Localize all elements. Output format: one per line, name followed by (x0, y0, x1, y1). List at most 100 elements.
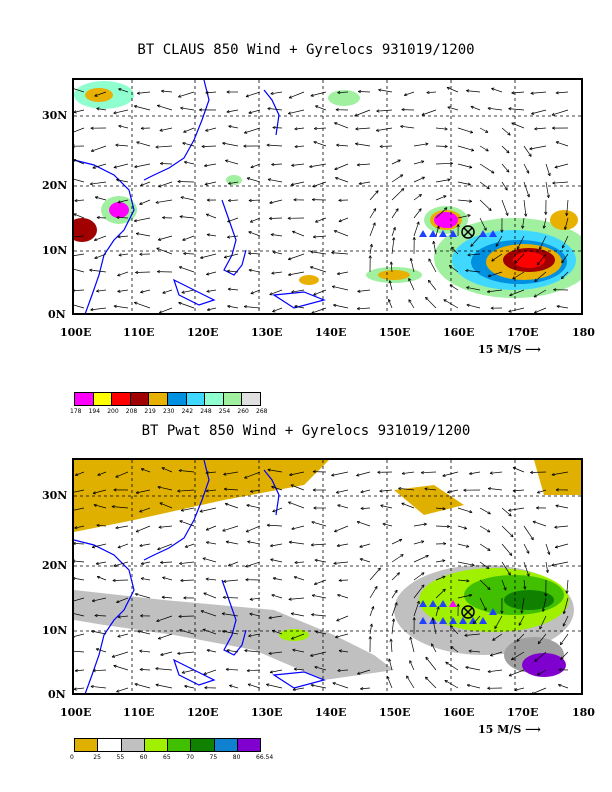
wind-vector (223, 471, 239, 475)
panel1-wind-vectors (74, 86, 569, 313)
wind-vector-head (204, 182, 208, 186)
legend-tick-label: 254 (218, 408, 231, 415)
wind-vector (479, 145, 489, 152)
wind-vector-head (537, 672, 541, 676)
wind-vector-head (313, 141, 317, 145)
wind-vector (566, 199, 569, 216)
wind-vector (311, 307, 327, 313)
wind-vector (336, 489, 349, 494)
wind-vector (92, 163, 107, 169)
wind-vector-head (426, 90, 430, 95)
wind-vector-head (424, 487, 428, 491)
wind-vector-head (246, 504, 250, 508)
wind-vector-head (418, 208, 422, 212)
wind-vector (177, 651, 195, 654)
wind-vector-head (359, 544, 363, 548)
wind-vector (225, 541, 239, 545)
wind-vector (245, 525, 261, 533)
wind-vector-head (369, 243, 373, 248)
wind-vector (162, 289, 173, 294)
wind-vector (117, 289, 129, 292)
wind-vector (435, 588, 446, 599)
wind-vector-head (391, 618, 396, 622)
wind-vector-head (537, 640, 541, 645)
wind-vector-head (248, 198, 252, 203)
wind-vector-head (311, 594, 315, 598)
wind-vector (491, 88, 503, 93)
panel2-gridlines (74, 460, 581, 693)
wind-vector-head (222, 595, 226, 600)
wind-vector-head (469, 510, 473, 514)
wind-vector-head (156, 104, 161, 108)
wind-vector (479, 525, 491, 533)
wind-vector-head (443, 207, 448, 211)
wind-vector (508, 507, 525, 511)
wind-vector-head (464, 633, 468, 637)
wind-vector-head (248, 110, 252, 114)
wind-vector (74, 235, 85, 238)
wind-vector (116, 687, 129, 693)
wind-vector-head (269, 670, 273, 674)
wind-vector-head (228, 124, 232, 129)
wind-vector (96, 108, 107, 111)
legend-swatch (143, 738, 168, 752)
wind-vector-head (559, 641, 564, 646)
wind-vector-head (313, 126, 318, 131)
wind-vector (181, 289, 195, 294)
wind-vector (523, 579, 526, 590)
wind-vector (115, 525, 129, 529)
wind-vector-head (468, 593, 473, 598)
wind-vector (457, 525, 467, 529)
wind-vector (360, 507, 371, 509)
legend-tick-label: 242 (181, 408, 194, 415)
wind-vector-head (470, 105, 474, 109)
wind-vector-head (332, 682, 336, 686)
wind-vector (249, 597, 261, 600)
wind-vector-head (243, 305, 248, 309)
wind-vector-head (431, 617, 435, 621)
legend-tick-label: 248 (200, 408, 212, 415)
wind-vector (533, 289, 547, 298)
wind-vector (248, 199, 261, 201)
wind-vector (563, 597, 569, 614)
wind-vector (379, 489, 393, 492)
wind-vector (139, 543, 151, 547)
wind-vector (335, 177, 349, 183)
wind-vector-head (202, 628, 206, 632)
wind-vector-head (92, 491, 96, 495)
wind-vector-head (266, 523, 270, 527)
wind-vector (250, 163, 261, 168)
wind-vector (410, 258, 415, 273)
wind-vector-head (204, 686, 208, 690)
legend-tick-label: 55 (116, 754, 125, 761)
wind-vector (457, 199, 472, 202)
wind-vector (338, 579, 349, 581)
wind-vector (457, 163, 473, 168)
panel1-lat-10n: 10N (42, 244, 68, 257)
wind-vector-head (486, 529, 491, 533)
wind-vector (391, 554, 404, 563)
wind-vector-head (206, 307, 211, 312)
wind-vector (457, 561, 475, 566)
wind-vector (408, 299, 415, 309)
wind-vector (369, 222, 376, 237)
legend-tick-label: 80 (232, 754, 241, 761)
wind-vector-head (311, 613, 315, 617)
wind-vector (479, 163, 495, 174)
wind-vector (391, 589, 398, 599)
wind-vector-head (266, 143, 270, 147)
wind-vector-head (181, 290, 185, 294)
wind-vector (468, 650, 481, 653)
wind-vector (448, 265, 459, 273)
legend-tick-label: 194 (88, 408, 101, 415)
wind-vector-head (377, 567, 381, 571)
wind-vector-head (272, 126, 276, 130)
wind-vector-head (356, 473, 360, 477)
wind-vector (95, 561, 107, 565)
wind-vector-head (90, 684, 94, 689)
wind-vector (447, 489, 459, 493)
wind-vector-head (443, 195, 447, 199)
panel1-gyre-center-symbol (461, 225, 475, 239)
wind-vector (360, 687, 371, 690)
wind-vector (161, 467, 173, 473)
